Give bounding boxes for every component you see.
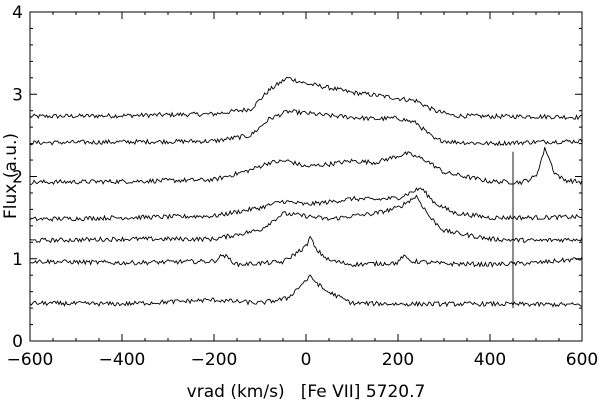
- x-tick-label: −200: [191, 350, 238, 370]
- spectrum-series-4: [29, 187, 583, 222]
- x-tick-label: 600: [566, 350, 598, 370]
- x-tick-label: 0: [301, 350, 312, 370]
- series-layer: [29, 76, 583, 309]
- spectrum-series-5: [29, 194, 583, 244]
- y-tick-label: 0: [12, 332, 23, 352]
- spectrum-series-6: [29, 235, 583, 268]
- x-tick-label: 400: [474, 350, 506, 370]
- y-tick-label: 3: [12, 85, 23, 105]
- x-tick-label: −600: [7, 350, 54, 370]
- x-axis-title: vrad (km/s) [Fe VII] 5720.7: [187, 382, 426, 402]
- y-axis-title: Flux (a.u.): [1, 133, 21, 219]
- axis-ticks: −600 −400 −200 0 200 400 600 0 1 2 3 4: [7, 3, 599, 370]
- spectrum-series-2: [29, 109, 583, 147]
- spectrum-series-3: [29, 147, 583, 186]
- spectrum-series-1: [29, 76, 583, 121]
- x-tick-label: −400: [99, 350, 146, 370]
- y-tick-label: 2: [12, 168, 23, 188]
- spectrum-series-7: [29, 274, 583, 308]
- y-tick-label: 1: [12, 250, 23, 270]
- y-tick-label: 4: [12, 3, 23, 23]
- x-tick-label: 200: [382, 350, 414, 370]
- plot-frame: [29, 11, 583, 342]
